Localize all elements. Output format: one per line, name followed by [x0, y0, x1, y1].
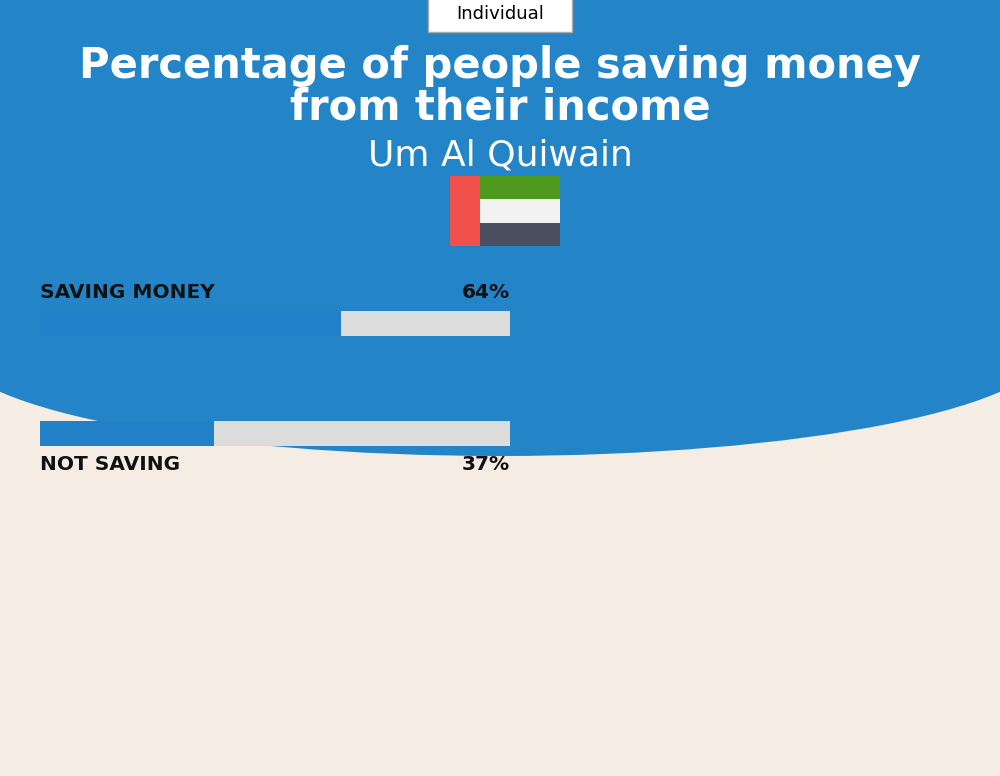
Bar — [480, 176, 560, 199]
FancyBboxPatch shape — [428, 0, 572, 32]
Text: Individual: Individual — [456, 5, 544, 23]
Ellipse shape — [0, 236, 1000, 456]
Bar — [480, 199, 560, 223]
Bar — [480, 223, 560, 246]
Text: Percentage of people saving money: Percentage of people saving money — [79, 45, 921, 87]
Text: from their income: from their income — [290, 87, 710, 129]
Text: 64%: 64% — [462, 283, 510, 303]
Text: Um Al Quiwain: Um Al Quiwain — [368, 139, 632, 173]
Bar — [450, 176, 480, 246]
Bar — [40, 311, 510, 336]
Bar — [0, 0, 1000, 346]
Bar — [40, 421, 510, 446]
Text: 37%: 37% — [462, 455, 510, 473]
Text: SAVING MONEY: SAVING MONEY — [40, 283, 215, 303]
Bar — [40, 421, 214, 446]
Bar — [40, 311, 341, 336]
Text: NOT SAVING: NOT SAVING — [40, 455, 180, 473]
